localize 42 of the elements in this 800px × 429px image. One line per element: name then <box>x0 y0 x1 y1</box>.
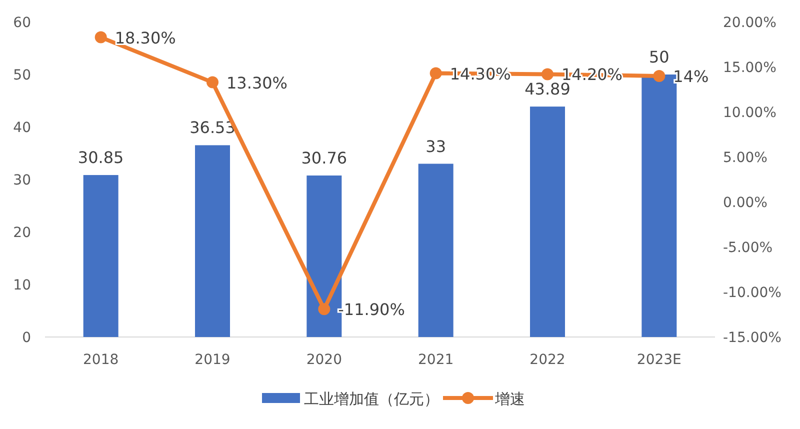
y2-tick-label: -15.00% <box>723 330 782 346</box>
y2-tick-label: -10.00% <box>723 285 782 301</box>
data-label: 13.30% <box>226 73 288 92</box>
legend-label: 增速 <box>494 390 525 408</box>
data-label: 18.30% <box>114 28 176 48</box>
point <box>318 303 330 316</box>
data-label: 30.76 <box>301 148 348 168</box>
x-tick-label: 2022 <box>530 352 566 368</box>
y-tick-label: 20 <box>13 225 31 241</box>
data-label: 30.85 <box>78 148 124 168</box>
y2-tick-label: 0.00% <box>723 195 768 211</box>
bar <box>195 145 230 337</box>
legend-label: 工业增加值（亿元） <box>304 390 439 408</box>
x-tick-label: 2018 <box>83 352 119 368</box>
x-tick-label: 2023E <box>636 352 682 368</box>
data-label: 50 <box>648 48 670 66</box>
y2-tick-label: 20.00% <box>723 15 776 31</box>
data-label: 14% <box>673 67 709 86</box>
point <box>206 76 218 88</box>
y-tick-label: 40 <box>13 120 31 136</box>
y-tick-label: 10 <box>13 278 31 294</box>
x-tick-label: 2020 <box>306 352 342 368</box>
y-tick-label: 50 <box>13 68 31 84</box>
point <box>430 67 442 80</box>
y2-tick-label: 5.00% <box>723 150 768 166</box>
data-label: 33 <box>426 136 446 156</box>
bar <box>83 175 118 337</box>
x-tick-label: 2021 <box>418 352 454 368</box>
bar <box>530 106 565 337</box>
y-tick-label: 0 <box>22 330 31 346</box>
y-tick-label: 30 <box>13 172 31 188</box>
y-tick-label: 60 <box>13 15 31 31</box>
point <box>653 70 666 82</box>
y2-tick-label: 10.00% <box>723 105 776 121</box>
y2-tick-label: -5.00% <box>723 240 773 256</box>
point <box>542 68 554 80</box>
data-label: 14.30% <box>450 64 511 84</box>
x-tick-label: 2019 <box>194 352 230 368</box>
point <box>94 31 107 44</box>
y2-tick-label: 15.00% <box>723 60 776 76</box>
data-label: 43.89 <box>524 80 570 99</box>
bar <box>418 164 454 337</box>
